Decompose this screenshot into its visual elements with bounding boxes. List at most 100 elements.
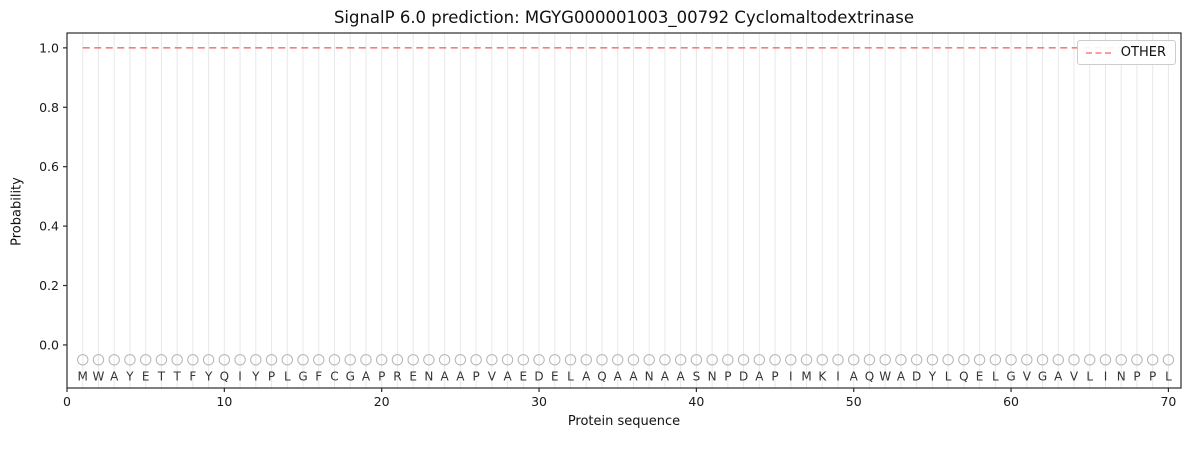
residue-letter: A <box>629 370 638 384</box>
residue-marker <box>423 354 435 366</box>
residue-letter: E <box>409 370 417 384</box>
residue-letter: F <box>189 370 196 384</box>
residue-letter: D <box>534 370 543 384</box>
residue-marker <box>171 354 183 366</box>
residue-marker <box>454 354 467 366</box>
residue-marker <box>596 354 608 366</box>
residue-letter: A <box>441 370 450 384</box>
residue-letter: P <box>268 370 275 384</box>
residue-marker <box>517 354 529 366</box>
residue-marker <box>360 354 372 366</box>
legend-dashed-line-icon <box>1085 51 1113 54</box>
y-tick-label: 0.8 <box>39 100 59 115</box>
residue-letter: K <box>818 370 827 384</box>
residue-marker <box>1146 354 1159 366</box>
residue-letter: C <box>330 370 338 384</box>
x-tick-label: 20 <box>374 394 390 409</box>
residue-marker <box>470 354 482 366</box>
residue-letter: T <box>172 370 181 384</box>
residue-marker <box>879 354 891 366</box>
residue-marker <box>706 354 718 366</box>
x-tick-label: 70 <box>1160 394 1176 409</box>
residue-marker <box>832 354 844 366</box>
residue-marker <box>1036 354 1049 366</box>
residue-letter: D <box>739 370 748 384</box>
residue-marker <box>218 354 231 366</box>
residue-letter: P <box>378 370 385 384</box>
residue-letter: G <box>346 370 355 384</box>
x-tick-label: 50 <box>846 394 862 409</box>
residue-marker <box>910 354 923 366</box>
residue-letter: A <box>677 370 686 384</box>
residue-letter: A <box>110 370 119 384</box>
residue-marker <box>848 354 860 366</box>
residue-letter: P <box>472 370 479 384</box>
residue-marker <box>533 354 545 366</box>
residue-letter: P <box>724 370 731 384</box>
residue-marker <box>391 354 404 366</box>
residue-marker <box>895 354 907 366</box>
legend: OTHER <box>1076 40 1176 65</box>
y-tick-label: 0.6 <box>39 159 59 174</box>
residue-letter: V <box>1070 370 1079 384</box>
residue-letter: G <box>1006 370 1015 384</box>
residue-letter: Y <box>928 370 937 384</box>
residue-letter: N <box>424 370 433 384</box>
residue-marker <box>549 354 561 366</box>
residue-marker <box>627 354 640 366</box>
residue-marker <box>281 354 293 366</box>
residue-letter: A <box>582 370 591 384</box>
residue-letter: N <box>1117 370 1126 384</box>
residue-marker <box>674 354 687 366</box>
residue-letter: G <box>298 370 307 384</box>
residue-marker <box>785 354 797 366</box>
residue-marker <box>344 354 356 366</box>
residue-letter: W <box>879 370 891 384</box>
residue-letter: P <box>1149 370 1156 384</box>
residue-marker <box>989 354 1002 366</box>
residue-marker <box>250 354 262 366</box>
residue-marker <box>1068 354 1080 366</box>
residue-letter: Y <box>204 370 213 384</box>
residue-letter: P <box>771 370 778 384</box>
residue-letter: Y <box>125 370 134 384</box>
residue-letter: V <box>1023 370 1032 384</box>
residue-letter: A <box>897 370 906 384</box>
residue-marker <box>407 354 419 366</box>
residue-marker <box>108 354 120 366</box>
residue-letter: D <box>912 370 921 384</box>
residue-marker <box>926 354 939 366</box>
residue-marker <box>139 354 152 366</box>
residue-marker <box>1131 354 1143 366</box>
residue-letter: A <box>661 370 670 384</box>
residue-marker <box>800 354 813 366</box>
residue-marker <box>816 354 828 366</box>
residue-letter: A <box>755 370 764 384</box>
residue-marker <box>77 354 89 366</box>
x-tick-label: 0 <box>63 394 71 409</box>
residue-marker <box>438 354 451 366</box>
residue-marker <box>486 354 498 366</box>
residue-marker <box>564 354 577 366</box>
residue-marker <box>737 354 750 366</box>
residue-letter: L <box>1165 370 1172 384</box>
residue-letter: G <box>1038 370 1047 384</box>
residue-letter: Y <box>251 370 260 384</box>
residue-letter: A <box>614 370 623 384</box>
residue-marker <box>328 354 341 366</box>
legend-label-other: OTHER <box>1120 45 1166 60</box>
residue-marker <box>958 354 970 366</box>
residue-letter: E <box>142 370 150 384</box>
residue-letter: I <box>1104 370 1108 384</box>
residue-marker <box>92 354 105 366</box>
residue-marker <box>501 354 514 366</box>
residue-letter: M <box>801 370 811 384</box>
residue-marker <box>1162 354 1175 366</box>
residue-marker <box>753 354 766 366</box>
residue-marker <box>234 354 246 366</box>
residue-letter: Q <box>959 370 968 384</box>
residue-letter: T <box>157 370 166 384</box>
residue-marker <box>187 354 199 366</box>
x-tick-label: 60 <box>1003 394 1019 409</box>
